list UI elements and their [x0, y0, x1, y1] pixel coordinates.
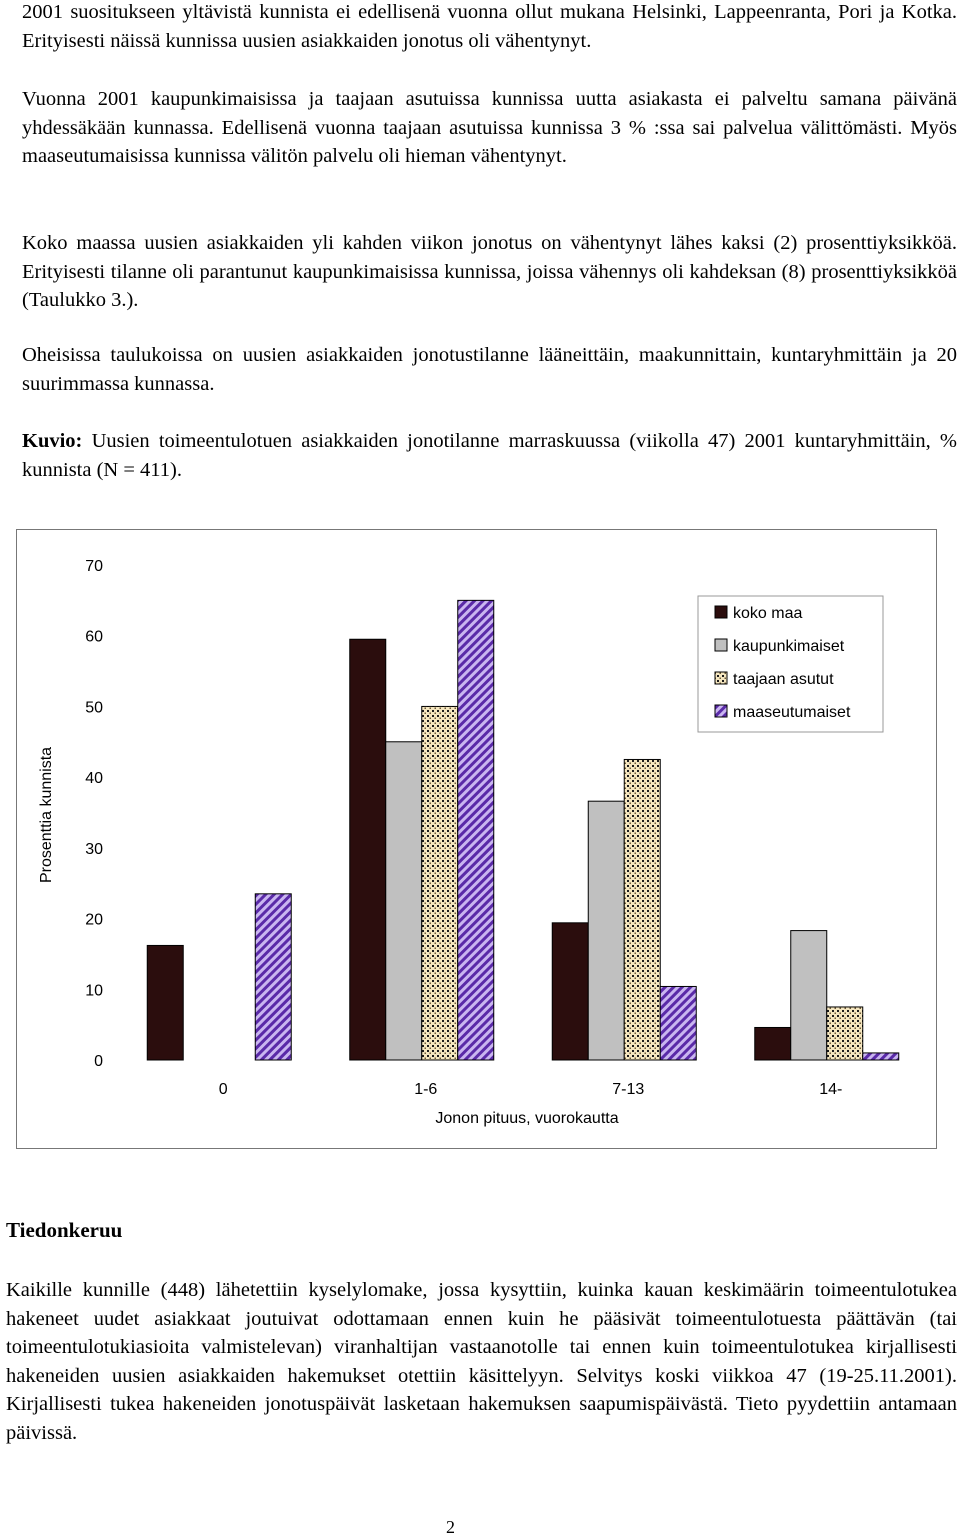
y-tick-label: 10	[85, 982, 103, 999]
legend-box	[697, 595, 884, 733]
bar-koko-maa-7-13	[551, 922, 589, 1061]
legend-swatch-taajaan-asutut	[714, 671, 728, 685]
bar-koko-maa-0	[146, 944, 184, 1061]
legend-swatch-kaupunkimaiset	[714, 638, 728, 652]
bar-koko-maa-1-6	[349, 638, 387, 1061]
legend-label-kaupunkimaiset: kaupunkimaiset	[733, 638, 845, 655]
legend-label-taajaan-asutut: taajaan asutut	[733, 671, 834, 688]
x-tick-label: 0	[219, 1081, 228, 1098]
bar-kaupunkimaiset-14	[790, 930, 828, 1061]
paragraph-queue-reduction: Koko maassa uusien asiakkaiden yli kahde…	[22, 232, 957, 311]
legend-label-koko-maa: koko maa	[733, 605, 802, 622]
y-tick-label: 30	[85, 841, 103, 858]
y-tick-label: 20	[85, 912, 103, 929]
y-tick-label: 0	[94, 1053, 103, 1070]
legend-swatch-koko-maa	[714, 605, 728, 619]
figure-caption-label: Kuvio:	[22, 430, 83, 452]
page-number: 2	[446, 1517, 455, 1537]
figure-caption: Kuvio: Uusien toimeentulotuen asiakkaide…	[22, 427, 957, 484]
bar-kaupunkimaiset-7-13	[587, 800, 625, 1061]
y-tick-label: 70	[85, 558, 103, 575]
section-body: Kaikille kunnille (448) lähetettiin kyse…	[6, 1279, 957, 1444]
legend-label-maaseutumaiset: maaseutumaiset	[733, 704, 851, 721]
x-axis-label: Jonon pituus, vuorokautta	[435, 1110, 618, 1127]
bar-maaseutumaiset-14	[862, 1052, 900, 1061]
y-tick-label: 50	[85, 699, 103, 716]
chart-frame: 0 10 20 30 40 50 60 70 Prosenttia kunnista 0 1-6 7-…	[16, 529, 937, 1149]
bar-maaseutumaiset-1-6	[457, 599, 495, 1061]
bar-taajaan-asutut-1-6	[421, 705, 459, 1061]
x-tick-label: 14-	[819, 1081, 842, 1098]
bar-maaseutumaiset-0	[254, 893, 292, 1061]
bar-taajaan-asutut-7-13	[623, 758, 661, 1061]
figure-caption-text: Uusien toimeentulotuen asiakkaiden jonot…	[22, 430, 957, 481]
y-tick-label: 40	[85, 770, 103, 787]
bar-maaseutumaiset-7-13	[659, 985, 697, 1061]
x-tick-label: 7-13	[612, 1081, 644, 1098]
paragraph-tables-note: Oheisissa taulukoissa on uusien asiakkai…	[22, 344, 957, 395]
bar-koko-maa-14	[754, 1026, 792, 1061]
x-tick-label: 1-6	[414, 1081, 437, 1098]
bar-chart: 0 10 20 30 40 50 60 70 Prosenttia kunnista 0 1-6 7-…	[38, 558, 900, 1127]
section-heading: Tiedonkeruu	[6, 1218, 123, 1242]
legend-swatch-maaseutumaiset	[714, 704, 728, 718]
bar-kaupunkimaiset-1-6	[385, 741, 423, 1061]
paragraph-same-day-service: Vuonna 2001 kaupunkimaisissa ja taajaan …	[22, 88, 957, 167]
paragraph-intro: 2001 suositukseen yltävistä kunnista ei …	[22, 1, 957, 52]
bar-taajaan-asutut-14	[826, 1006, 864, 1061]
y-axis-label: Prosenttia kunnista	[38, 747, 55, 883]
y-tick-label: 60	[85, 629, 103, 646]
